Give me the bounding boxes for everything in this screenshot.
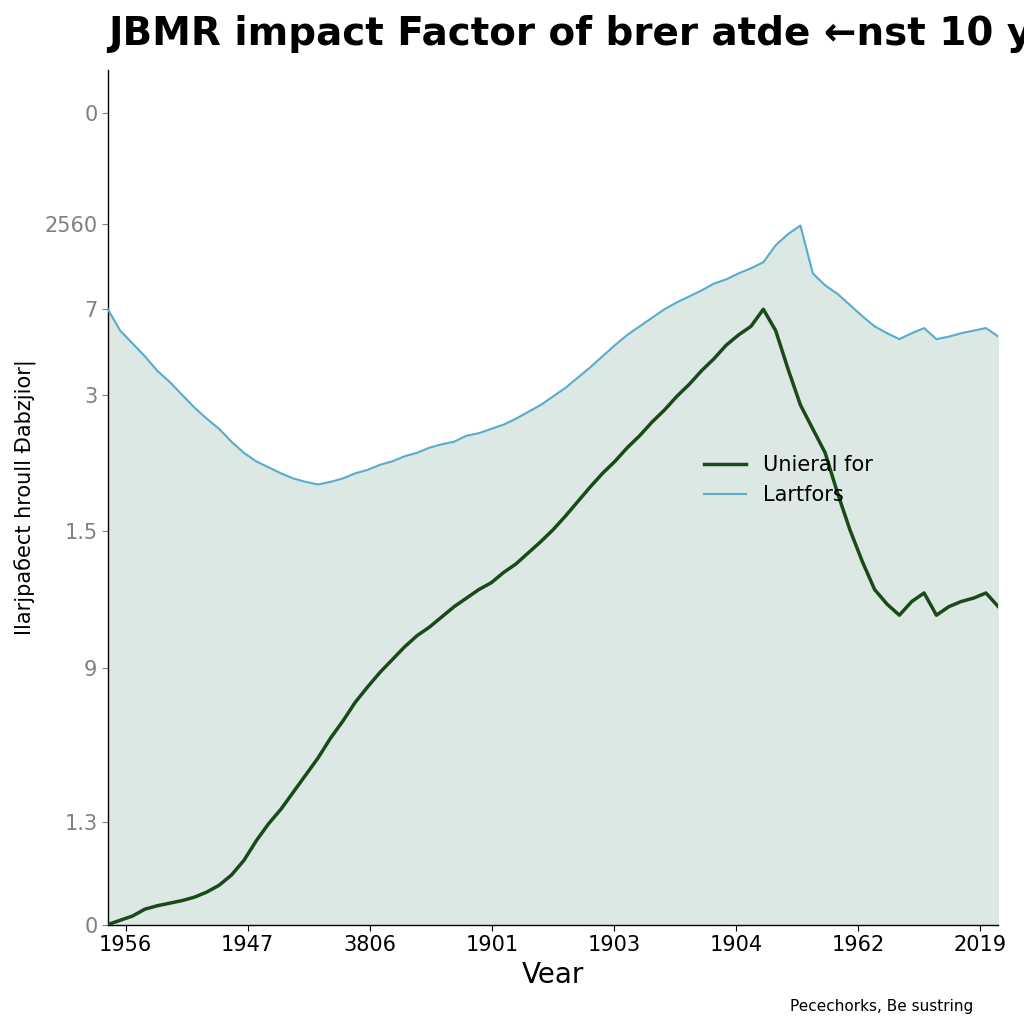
- Text: JBMR impact Factor of brer atde ←nst 10 years: JBMR impact Factor of brer atde ←nst 10 …: [108, 15, 1024, 53]
- Lartfors: [893, 333, 905, 345]
- Unieral for: [101, 919, 114, 931]
- Legend: Unieral for, Lartfors: Unieral for, Lartfors: [696, 446, 881, 514]
- Lartfors: [101, 303, 114, 315]
- Lartfors: [411, 446, 423, 459]
- Unieral for: [300, 769, 312, 781]
- Line: Unieral for: Unieral for: [108, 309, 998, 925]
- Unieral for: [992, 600, 1005, 612]
- Y-axis label: Ilarjpaбect hroull Ðabzjior|: Ilarjpaбect hroull Ðabzjior|: [15, 359, 37, 635]
- Text: Pecechorks, Be sustring: Pecechorks, Be sustring: [790, 998, 973, 1014]
- Unieral for: [757, 303, 769, 315]
- Unieral for: [398, 641, 411, 653]
- Unieral for: [918, 587, 930, 599]
- Lartfors: [795, 219, 807, 231]
- Unieral for: [856, 555, 868, 567]
- X-axis label: Vear: Vear: [522, 961, 585, 988]
- Lartfors: [312, 478, 325, 490]
- Lartfors: [868, 321, 881, 333]
- Unieral for: [547, 523, 559, 536]
- Lartfors: [931, 333, 943, 345]
- Lartfors: [300, 476, 312, 488]
- Lartfors: [559, 382, 571, 394]
- Lartfors: [992, 331, 1005, 343]
- Unieral for: [881, 598, 893, 610]
- Line: Lartfors: Lartfors: [108, 225, 998, 484]
